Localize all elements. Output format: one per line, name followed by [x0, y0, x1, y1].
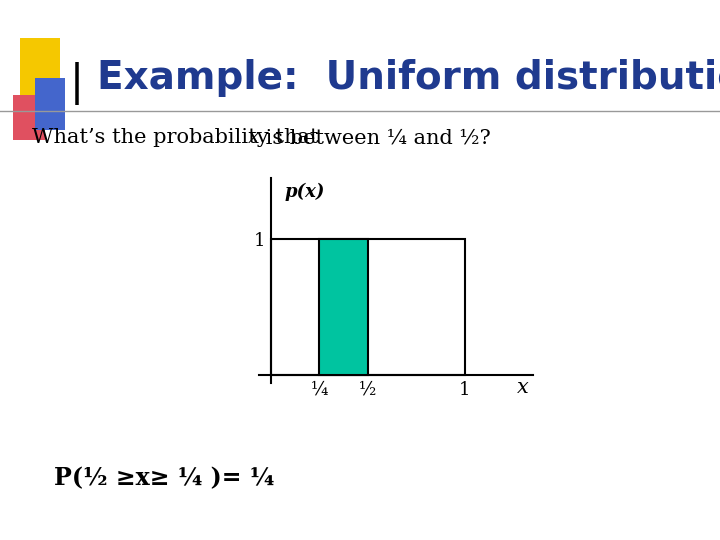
- Bar: [271, 239, 465, 375]
- Bar: [320, 239, 368, 375]
- Text: P(½ ≥x≥ ¼ )= ¼: P(½ ≥x≥ ¼ )= ¼: [54, 466, 274, 490]
- Text: Example:  Uniform distribution: Example: Uniform distribution: [97, 59, 720, 97]
- Text: x: x: [517, 378, 529, 397]
- Text: p(x): p(x): [284, 183, 325, 201]
- Text: What’s the probability that: What’s the probability that: [32, 128, 325, 147]
- Text: is between ¼ and ½?: is between ¼ and ½?: [259, 128, 491, 147]
- Text: x: x: [248, 128, 260, 147]
- Text: |: |: [70, 62, 84, 105]
